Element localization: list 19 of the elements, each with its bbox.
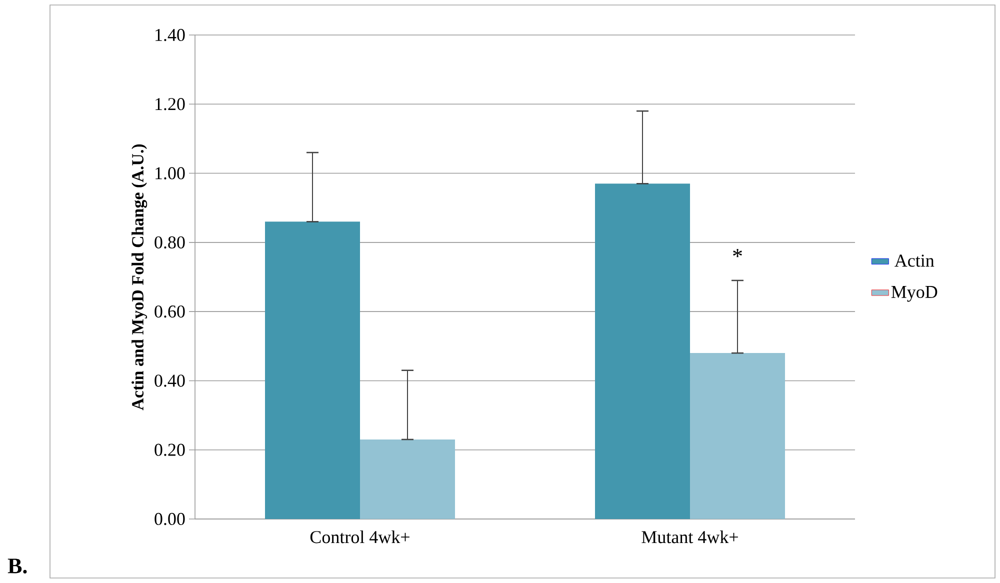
x-tick-label: Control 4wk+ xyxy=(310,530,410,544)
annotation: * xyxy=(733,249,742,258)
y-axis-title: Actin and MyoD Fold Change (A.U.) xyxy=(132,144,148,410)
x-tick-label: Mutant 4wk+ xyxy=(642,530,738,544)
y-tick-label: 0.00 xyxy=(154,512,185,526)
bar xyxy=(265,222,360,519)
y-tick-label: 0.20 xyxy=(154,444,185,456)
y-tick-label: 0.60 xyxy=(154,305,185,318)
bar xyxy=(360,439,456,519)
y-tick-label: 0.80 xyxy=(154,236,185,249)
bar xyxy=(690,353,786,519)
y-tick-label: 0.40 xyxy=(154,374,185,387)
text: B. xyxy=(8,558,27,574)
y-tick-label: 1.40 xyxy=(156,28,185,42)
bar xyxy=(595,184,690,519)
y-tick-label: 1.20 xyxy=(156,98,185,110)
legend-label: Actin xyxy=(894,254,934,267)
legend-label: MyoD xyxy=(891,286,938,302)
y-tick-label: 1.00 xyxy=(156,167,185,180)
